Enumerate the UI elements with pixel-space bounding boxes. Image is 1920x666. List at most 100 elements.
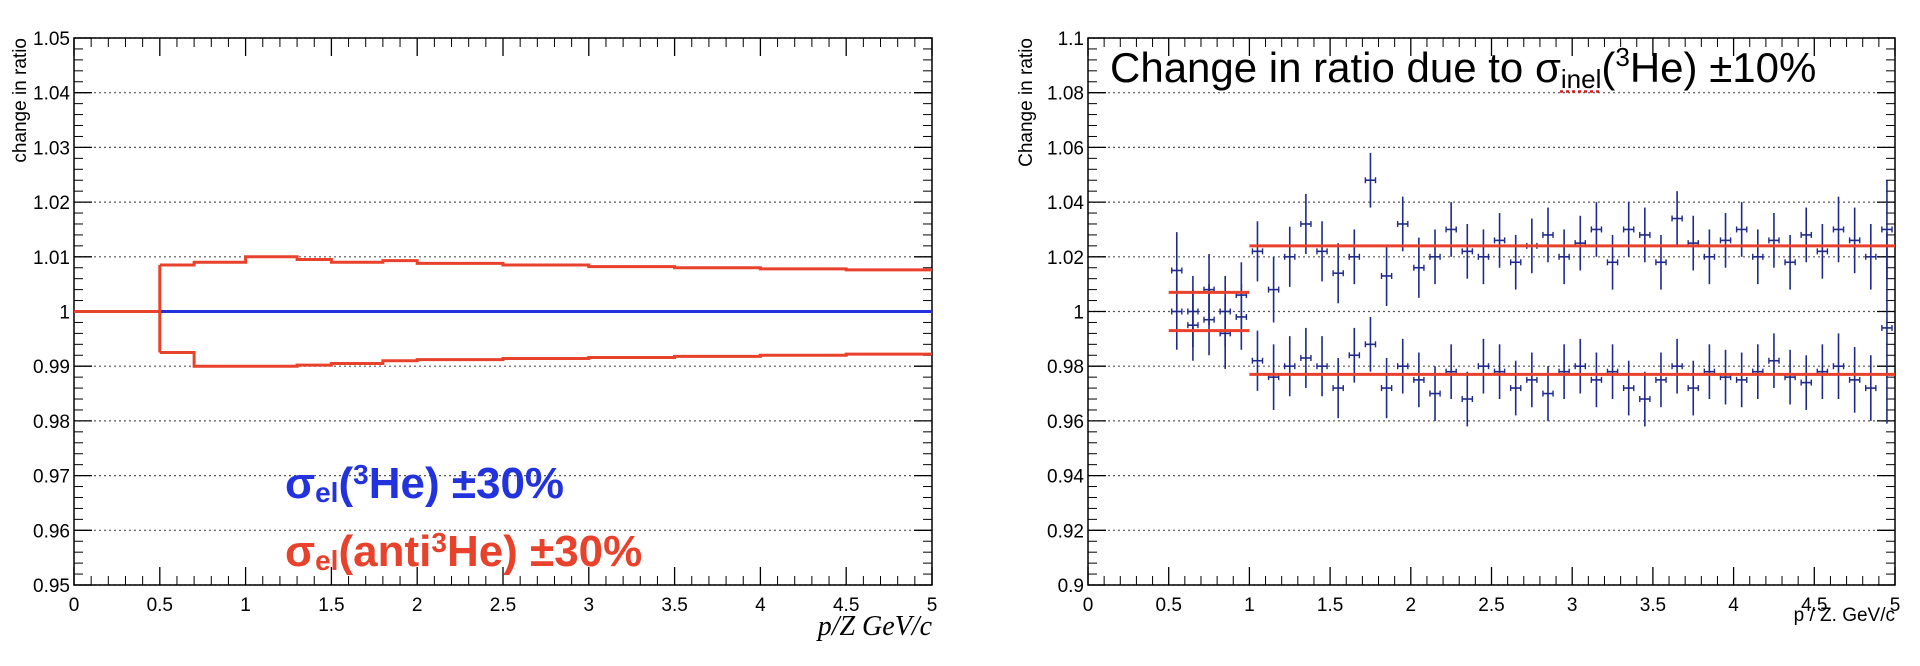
y-tick-label: 0.95: [33, 576, 70, 597]
data-point-s1: [1493, 344, 1506, 400]
x-tick-label: 2: [1406, 595, 1417, 616]
data-point-s1: [1558, 344, 1570, 400]
legend-entry-he3: σel(3He) ±30%: [285, 450, 642, 518]
data-point-s0: [1832, 196, 1845, 263]
data-point-s1: [1477, 338, 1490, 394]
data-point-s0: [1477, 229, 1490, 285]
data-point-s1: [1445, 344, 1457, 400]
y-tick-label: 0.99: [33, 357, 70, 378]
y-tick-label: 1: [59, 303, 70, 324]
legend-sigma: σ: [285, 527, 316, 576]
y-tick-label: 0.92: [1047, 521, 1084, 542]
left-chart: 0.95 0.96 0.97 0.98 0.99 1 1.01 1.02 1.03 1.04 1.0…: [10, 29, 937, 642]
x-tick-label: 0: [1083, 595, 1094, 616]
y-tick-label: 0.9: [1058, 576, 1084, 597]
legend-sub: el: [315, 477, 339, 508]
x-tick-label: 0.5: [147, 595, 173, 616]
y-tick-label: 0.96: [33, 521, 70, 542]
legend-sub: el: [315, 545, 339, 576]
y-tick-label: 1.1: [1058, 29, 1084, 50]
x-tick-label: 1: [240, 595, 251, 616]
data-point-s0: [1784, 234, 1796, 290]
data-point-s0: [1590, 202, 1603, 257]
series-line-2: [159, 255, 932, 272]
y-tick-label: 1.06: [1047, 138, 1084, 159]
x-tick-label: 2.5: [1478, 595, 1504, 616]
legend-open: (: [338, 459, 354, 508]
title-sub: inel: [1560, 64, 1602, 94]
data-point-s0: [1735, 202, 1748, 257]
x-tick-label: 1.5: [318, 595, 344, 616]
x-tick-label: 4.5: [833, 595, 859, 616]
data-point-s1: [1800, 355, 1813, 410]
title-prefix: Change in ratio due to: [1110, 44, 1535, 91]
legend-rest: He) ±30%: [446, 527, 643, 576]
data-point-s1: [1267, 344, 1280, 410]
x-tick-label: 3.5: [1640, 595, 1666, 616]
series-line-3: [159, 351, 932, 368]
data-point-s1: [1170, 273, 1183, 350]
data-point-s1: [1526, 352, 1538, 408]
x-tick-label: 3: [584, 595, 595, 616]
data-point-s1: [1655, 352, 1667, 408]
data-point-s0: [1380, 245, 1393, 307]
x-tick-label: 2.5: [490, 595, 516, 616]
data-point-s1: [1687, 360, 1700, 416]
data-point-s1: [1509, 360, 1522, 416]
data-point-s0: [1267, 256, 1280, 323]
y-tick-label: 1.02: [1047, 248, 1084, 269]
data-point-s0: [1300, 193, 1312, 255]
data-point-s0: [1671, 191, 1683, 246]
data-point-s0: [1865, 223, 1877, 290]
data-point-s1: [1219, 297, 1231, 369]
data-point-s0: [1542, 207, 1554, 263]
data-point-s1: [1865, 355, 1877, 421]
data-point-s0: [1687, 215, 1700, 271]
data-point-s1: [1300, 327, 1312, 389]
title-open: (: [1601, 44, 1616, 91]
data-point-s1: [1251, 330, 1264, 391]
data-point-s1: [1752, 344, 1764, 400]
data-point-s1: [1283, 336, 1296, 397]
data-point-s1: [1735, 352, 1748, 408]
data-point-s0: [1719, 213, 1732, 268]
x-tick-label: 0: [69, 595, 80, 616]
x-tick-label: 5: [1890, 595, 1901, 616]
data-point-s0: [1606, 234, 1619, 290]
y-tick-label: 0.97: [33, 467, 70, 488]
title-sup: 3: [1615, 42, 1630, 72]
right-chart: 0.9 0.92 0.94 0.96 0.98 1 1.02 1.04 1.06 1.08 1.1 0…: [1016, 29, 1900, 626]
y-tick-label: 1: [1073, 303, 1084, 324]
data-point-s1: [1606, 344, 1619, 400]
data-point-s0: [1768, 213, 1780, 268]
data-point-s0: [1413, 237, 1425, 298]
legend-sup: 3: [353, 459, 369, 490]
data-point-s1: [1703, 344, 1716, 400]
title-sigma: σ: [1534, 44, 1561, 91]
legend-entry-anti-he3: σel(anti3He) ±30%: [285, 518, 642, 586]
data-point-s1: [1332, 357, 1344, 419]
data-point-s0: [1429, 229, 1441, 285]
data-point-s0: [1316, 221, 1328, 282]
data-point-s0: [1445, 202, 1457, 257]
data-point-s1: [1719, 349, 1732, 405]
data-point-s0: [1348, 229, 1361, 285]
right-chart-title: Change in ratio due to σinel(3He) ±10%: [1110, 42, 1816, 95]
y-tick-label: 0.98: [1047, 357, 1084, 378]
data-point-s1: [1881, 232, 1893, 424]
data-point-s1: [1671, 338, 1683, 394]
y-tick-label: 1.01: [33, 248, 70, 269]
title-rest: He) ±10%: [1629, 44, 1817, 91]
data-point-s0: [1283, 226, 1296, 287]
data-point-s1: [1768, 333, 1780, 389]
y-axis-title: Change in ratio: [1016, 38, 1037, 167]
data-point-s0: [1622, 202, 1635, 257]
data-point-s0: [1509, 234, 1522, 290]
x-tick-label: 4: [755, 595, 766, 616]
y-tick-label: 1.05: [33, 29, 70, 50]
x-tick-label: 5: [927, 595, 938, 616]
y-tick-label: 1.04: [1047, 193, 1084, 214]
data-point-s1: [1590, 352, 1603, 408]
legend-sup: 3: [431, 527, 447, 558]
